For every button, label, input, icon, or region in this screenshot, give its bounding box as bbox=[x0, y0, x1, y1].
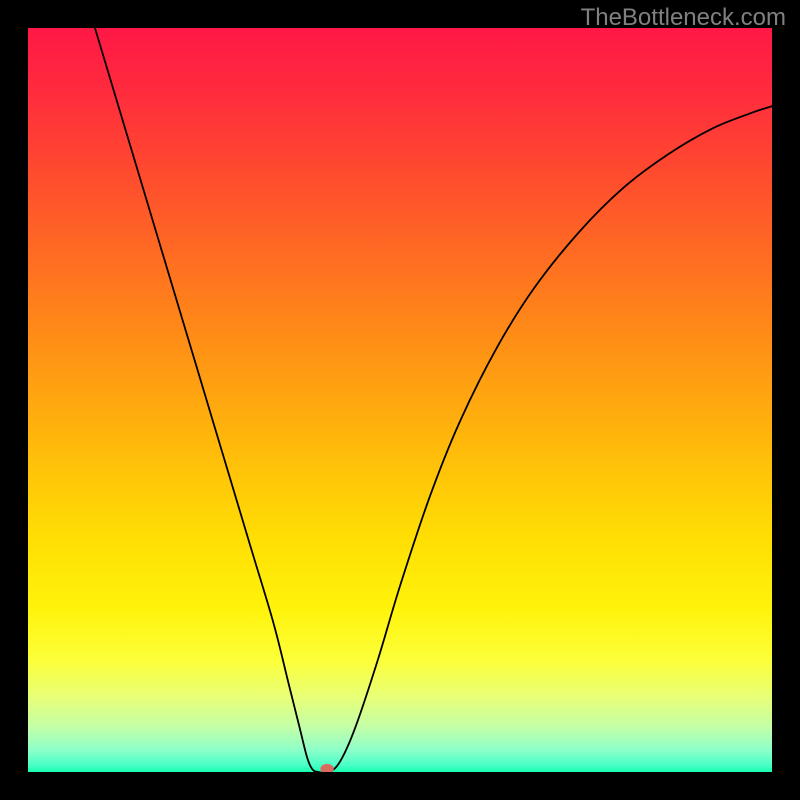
chart-background bbox=[28, 28, 772, 772]
outer-frame: TheBottleneck.com bbox=[0, 0, 800, 800]
plot-area bbox=[28, 28, 772, 772]
watermark-text: TheBottleneck.com bbox=[581, 4, 786, 32]
bottleneck-chart bbox=[28, 28, 772, 772]
